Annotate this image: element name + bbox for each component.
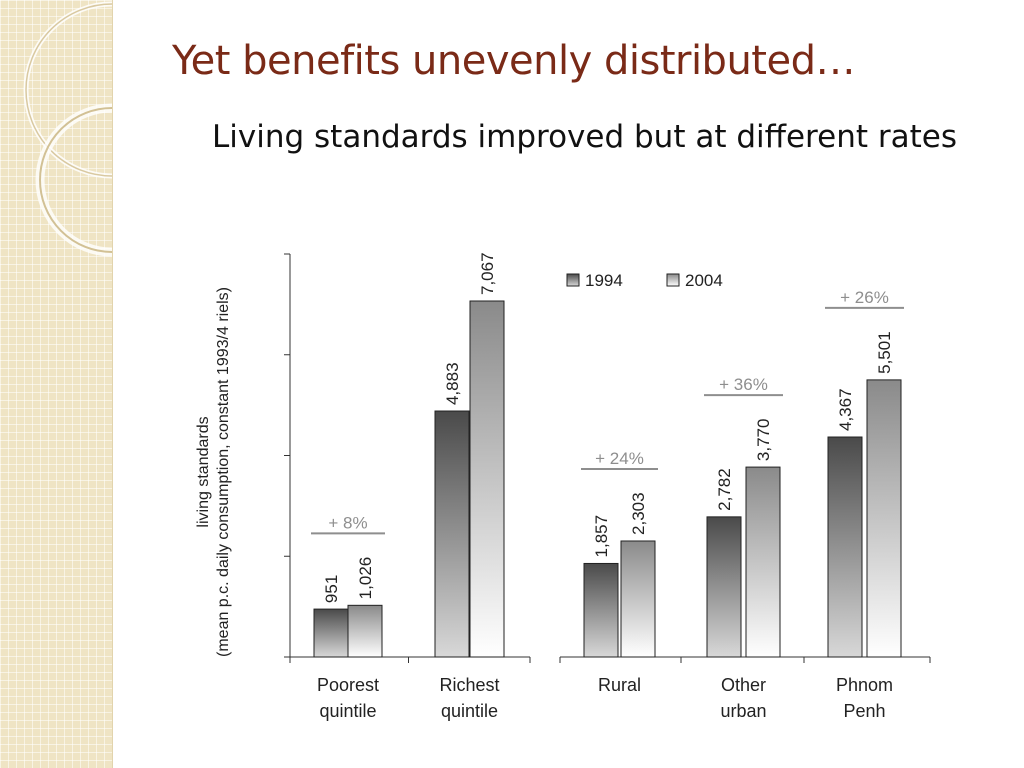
- category-label-line: Poorest: [317, 675, 379, 695]
- change-annotation: + 26%: [840, 288, 889, 307]
- slide-title: Yet benefits unevenly distributed…: [172, 38, 855, 84]
- category-label-line: urban: [720, 701, 766, 721]
- data-label: 4,367: [836, 388, 855, 431]
- category-label: Phnom Penh: [836, 675, 893, 721]
- decorative-side-strip: [0, 0, 113, 768]
- change-annotation: + 8%: [328, 513, 367, 532]
- decorative-circle-outline: [25, 3, 112, 177]
- category-label: Other urban: [720, 675, 766, 721]
- data-label: 1,026: [356, 557, 375, 600]
- category-label-line: Richest: [439, 675, 499, 695]
- category-label-line: Penh: [843, 701, 885, 721]
- bar-1994: [583, 562, 619, 658]
- legend-label: 2004: [685, 271, 723, 290]
- data-label: 1,857: [592, 515, 611, 558]
- bar-1994: [827, 436, 863, 658]
- bar-2004: [620, 540, 656, 658]
- decorative-circle-outline: [39, 107, 112, 253]
- bar-2004: [347, 604, 383, 658]
- category-label-line: quintile: [319, 701, 376, 721]
- data-label: 2,782: [715, 468, 734, 511]
- y-axis-label-line: living standards: [195, 416, 212, 527]
- bar-chart: living standards (mean p.c. daily consump…: [195, 252, 931, 721]
- y-axis-label: living standards (mean p.c. daily consump…: [195, 287, 232, 657]
- bar-2004: [469, 300, 505, 658]
- bar-1994: [313, 608, 349, 658]
- legend-swatch-1994: [566, 273, 580, 287]
- bar-1994: [434, 410, 470, 658]
- bar-2004: [745, 466, 781, 658]
- decorative-circle: [23, 1, 112, 179]
- category-label: Rural: [598, 675, 641, 695]
- data-label: 7,067: [478, 252, 497, 295]
- y-axis-label-line: (mean p.c. daily consumption, constant 1…: [215, 287, 232, 657]
- bar-2004: [866, 379, 902, 658]
- data-label: 951: [322, 575, 341, 603]
- data-label: 3,770: [754, 419, 773, 462]
- category-label: Poorest quintile: [317, 675, 379, 721]
- category-label-line: quintile: [441, 701, 498, 721]
- data-label: 2,303: [629, 492, 648, 535]
- change-annotation: + 36%: [719, 375, 768, 394]
- legend-swatch-2004: [666, 273, 680, 287]
- decorative-circles: [23, 1, 112, 257]
- data-label: 5,501: [875, 331, 894, 374]
- data-label: 4,883: [443, 362, 462, 405]
- change-annotation: + 24%: [595, 449, 644, 468]
- category-label-line: Phnom: [836, 675, 893, 695]
- decorative-circle: [35, 103, 112, 257]
- category-label-line: Rural: [598, 675, 641, 695]
- bar-1994: [706, 516, 742, 658]
- slide-subtitle: Living standards improved but at differe…: [212, 119, 957, 155]
- legend-label: 1994: [585, 271, 623, 290]
- category-label: Richest quintile: [439, 675, 499, 721]
- category-label-line: Other: [721, 675, 766, 695]
